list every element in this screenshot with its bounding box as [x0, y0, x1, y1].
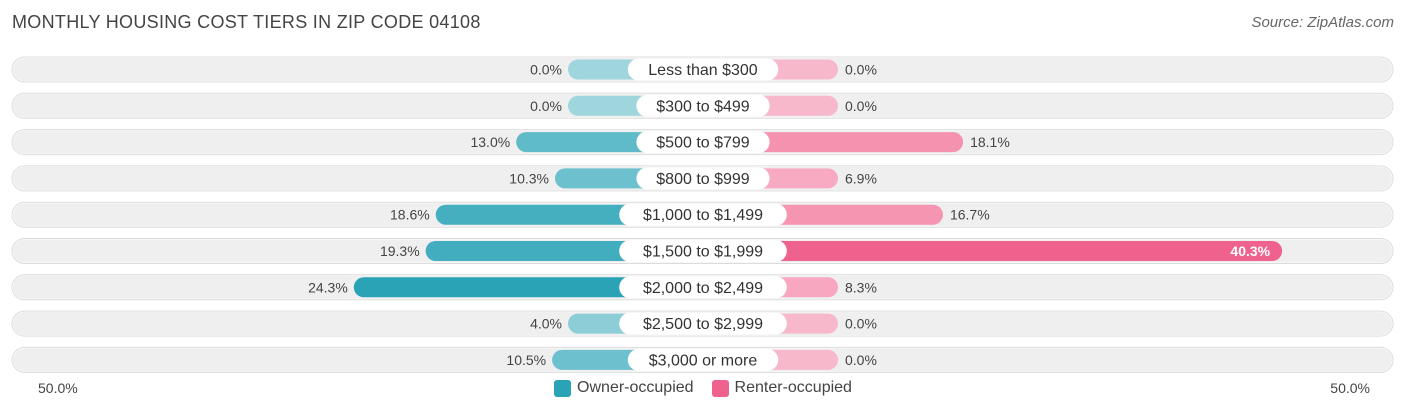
renter-value-label: 40.3%	[1230, 243, 1270, 259]
owner-value-label: 19.3%	[380, 243, 420, 259]
renter-value-label: 0.0%	[845, 62, 877, 78]
category-pill	[619, 312, 787, 335]
renter-swatch	[711, 379, 729, 397]
legend-item-owner[interactable]: Owner-occupied	[554, 379, 694, 397]
category-label: $1,500 to $1,999	[643, 244, 763, 261]
owner-bar	[353, 277, 703, 298]
legend-label-renter: Renter-occupied	[734, 379, 852, 396]
renter-value-label: 16.7%	[950, 207, 990, 223]
category-label: $1,000 to $1,499	[643, 207, 763, 224]
chart-title: MONTHLY HOUSING COST TIERS IN ZIP CODE 0…	[12, 12, 481, 32]
renter-value-label: 0.0%	[845, 316, 877, 332]
axis-label-left: 50.0%	[38, 380, 78, 396]
category-pill	[627, 58, 779, 81]
source-label: Source: ZipAtlas.com	[1251, 14, 1394, 31]
category-pill	[636, 167, 770, 190]
category-pill	[627, 348, 779, 371]
category-label: $3,000 or more	[649, 352, 758, 369]
legend-label-owner: Owner-occupied	[577, 379, 694, 396]
category-pill	[619, 276, 787, 299]
category-label: $500 to $799	[656, 135, 750, 152]
owner-value-label: 13.0%	[470, 134, 510, 150]
category-label: $2,500 to $2,999	[643, 316, 763, 333]
renter-value-label: 18.1%	[970, 134, 1010, 150]
axis-label-right: 50.0%	[1330, 380, 1370, 396]
owner-swatch	[554, 379, 572, 397]
owner-value-label: 10.3%	[509, 170, 549, 186]
legend-item-renter[interactable]: Renter-occupied	[711, 379, 852, 397]
category-pill	[636, 94, 770, 117]
renter-value-label: 8.3%	[845, 279, 877, 295]
category-label: $300 to $499	[656, 98, 750, 115]
renter-value-label: 6.9%	[845, 170, 877, 186]
renter-bar	[703, 241, 1283, 261]
owner-value-label: 18.6%	[390, 207, 430, 223]
category-label: $800 to $999	[656, 171, 750, 188]
owner-value-label: 0.0%	[530, 62, 562, 78]
legend: Owner-occupied Renter-occupied	[0, 379, 1406, 397]
category-label: $2,000 to $2,499	[643, 280, 763, 297]
category-pill	[619, 240, 787, 262]
owner-value-label: 4.0%	[530, 316, 562, 332]
owner-value-label: 0.0%	[530, 98, 562, 114]
renter-value-label: 0.0%	[845, 98, 877, 114]
renter-value-label: 0.0%	[845, 352, 877, 368]
category-label: Less than $300	[648, 62, 758, 79]
owner-value-label: 24.3%	[308, 279, 348, 295]
owner-value-label: 10.5%	[506, 352, 546, 368]
category-pill	[619, 203, 787, 226]
category-pill	[636, 131, 770, 154]
